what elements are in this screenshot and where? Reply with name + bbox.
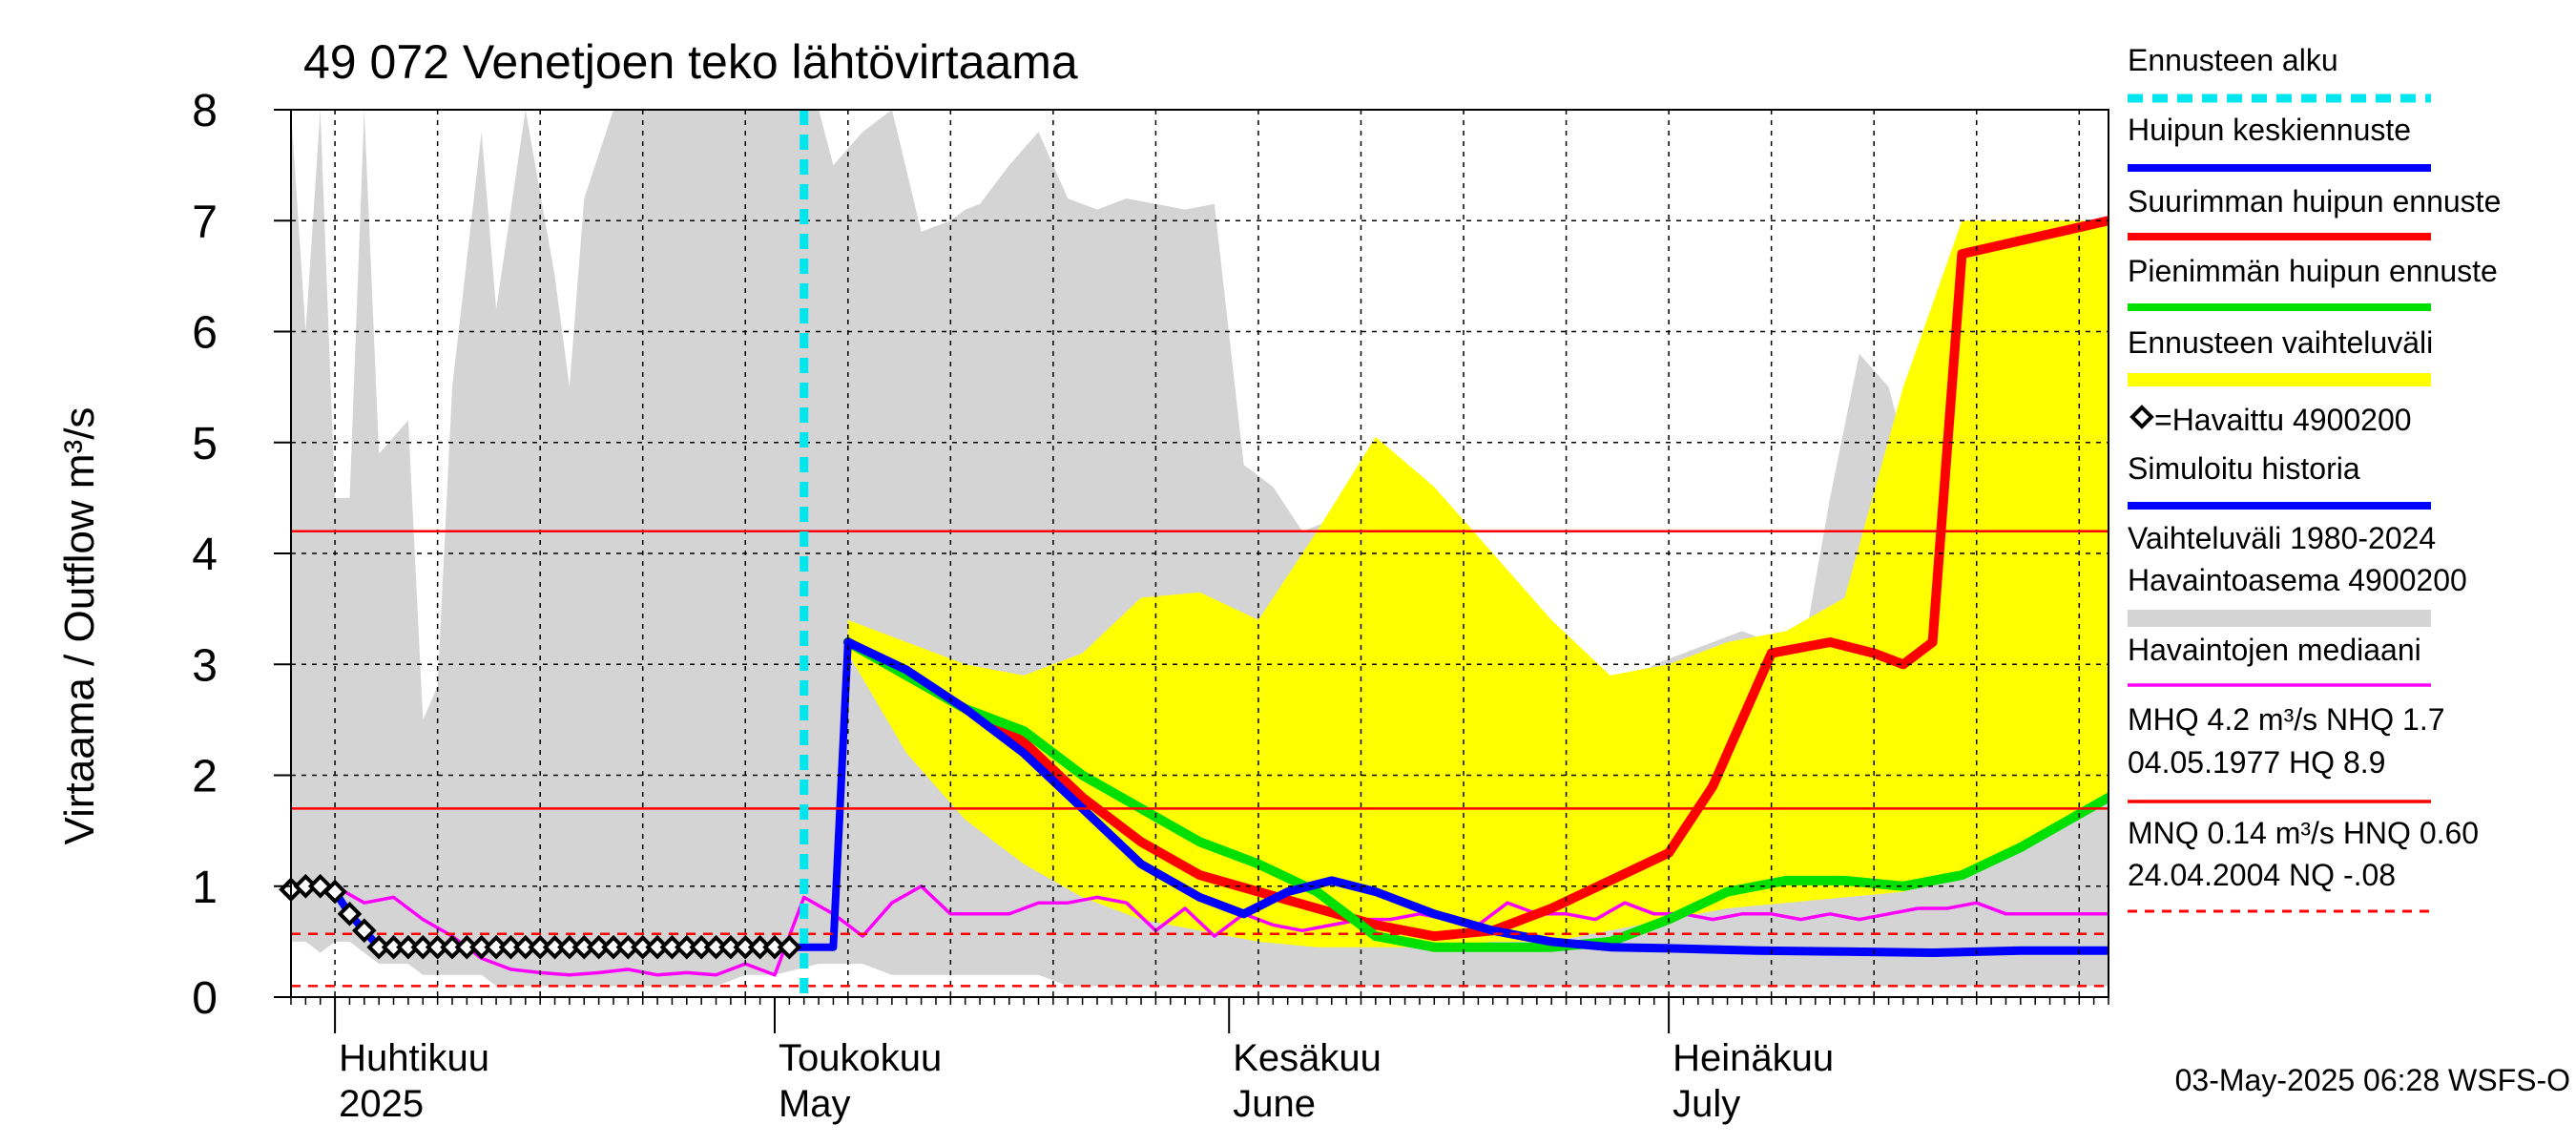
legend: Ennusteen alku Huipun keskiennuste Suurimm… (2128, 43, 2501, 913)
legend-min-peak: Pienimmän huipun ennuste (2128, 254, 2498, 311)
y-tick-label: 6 (192, 308, 218, 359)
legend-historical-range: Vaihteluväli 1980-2024 Havaintoasema 490… (2128, 521, 2467, 627)
x-month-label-fi: Kesäkuu (1233, 1037, 1381, 1079)
legend-simulated: Simuloitu historia (2128, 451, 2431, 510)
legend-label: Havaintoasema 4900200 (2128, 563, 2467, 597)
x-month-label-fi: Huhtikuu (339, 1037, 489, 1079)
x-month-label-fi: Heinäkuu (1672, 1037, 1834, 1079)
plot-marks (291, 110, 2109, 987)
observed-marker (307, 873, 333, 899)
y-tick-label: 2 (192, 752, 218, 802)
legend-forecast-range: Ennusteen vaihteluväli (2128, 325, 2433, 386)
mean-peak-forecast-line (843, 637, 2109, 957)
legend-label: Suurimman huipun ennuste (2128, 184, 2501, 219)
timestamp-footer: 03-May-2025 06:28 WSFS-O (2175, 1063, 2570, 1097)
legend-mean-peak: Huipun keskiennuste (2128, 113, 2431, 172)
legend-label: Havaintojen mediaani (2128, 633, 2421, 667)
legend-label: Huipun keskiennuste (2128, 113, 2411, 147)
x-month-label-en: 2025 (339, 1083, 424, 1125)
plot-area: 012345678Huhtikuu2025ToukokuuMayKesäkuuJ… (192, 86, 2109, 1125)
legend-mnq-hnq: MNQ 0.14 m³/s HNQ 0.60 24.04.2004 NQ -.08 (2128, 816, 2479, 913)
y-tick-label: 1 (192, 863, 218, 913)
x-month-label-en: June (1233, 1083, 1316, 1125)
y-tick-label: 5 (192, 419, 218, 469)
x-month-label-en: May (779, 1083, 851, 1125)
observed-marker (777, 934, 802, 960)
observed-marker (351, 918, 377, 944)
legend-max-peak: Suurimman huipun ennuste (2128, 184, 2501, 240)
y-tick-label: 3 (192, 640, 218, 691)
y-tick-label: 0 (192, 973, 218, 1024)
x-month-label-fi: Toukokuu (779, 1037, 942, 1079)
legend-label: Simuloitu historia (2128, 451, 2360, 486)
observed-marker (322, 879, 347, 905)
y-tick-label: 8 (192, 86, 218, 136)
y-axis-label: Virtaama / Outflow m³/s (56, 407, 103, 845)
legend-mhq-nhq: MHQ 4.2 m³/s NHQ 1.7 04.05.1977 HQ 8.9 (2128, 702, 2445, 803)
legend-label: 04.05.1977 HQ 8.9 (2128, 745, 2385, 780)
y-tick-label: 4 (192, 530, 218, 580)
observed-marker (337, 901, 363, 926)
legend-observed: =Havaittu 4900200 (2129, 403, 2412, 437)
legend-label: Pienimmän huipun ennuste (2128, 254, 2498, 288)
legend-label: MHQ 4.2 m³/s NHQ 1.7 (2128, 702, 2445, 737)
legend-marker (2129, 405, 2154, 429)
x-month-label-en: July (1672, 1083, 1740, 1125)
legend-label: 24.04.2004 NQ -.08 (2128, 858, 2396, 892)
y-tick-label: 7 (192, 197, 218, 247)
legend-label: =Havaittu 4900200 (2154, 403, 2412, 437)
forecast-range-band (847, 220, 2109, 947)
legend-label: Ennusteen alku (2128, 43, 2338, 77)
median-line (291, 885, 2109, 977)
legend-label: MNQ 0.14 m³/s HNQ 0.60 (2128, 816, 2479, 850)
legend-median: Havaintojen mediaani (2128, 633, 2431, 687)
legend-forecast-start: Ennusteen alku (2128, 43, 2431, 103)
chart-title: 49 072 Venetjoen teko lähtövirtaama (303, 35, 1078, 89)
legend-label: Ennusteen vaihteluväli (2128, 325, 2433, 360)
min-peak-forecast-line (842, 637, 2109, 952)
legend-label: Vaihteluväli 1980-2024 (2128, 521, 2436, 555)
